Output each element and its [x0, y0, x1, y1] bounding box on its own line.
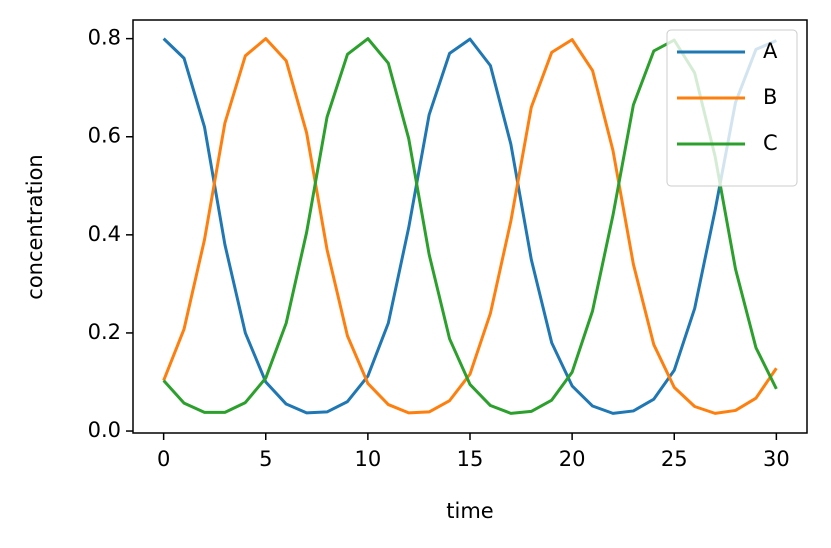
legend-label: C: [763, 131, 778, 155]
y-tick-label: 0.4: [88, 222, 121, 246]
x-axis-label: time: [446, 499, 493, 523]
x-tick-label: 25: [661, 447, 688, 471]
y-tick-label: 0.6: [88, 124, 121, 148]
x-tick-label: 30: [763, 447, 790, 471]
x-tick-label: 5: [259, 447, 272, 471]
y-tick-label: 0.2: [88, 320, 121, 344]
y-tick-label: 0.0: [88, 418, 121, 442]
legend: ABC: [666, 29, 798, 187]
series-line: [162, 37, 778, 415]
x-tick-label: 10: [355, 447, 382, 471]
x-tick-label: 20: [559, 447, 586, 471]
x-tick-label: 0: [157, 447, 170, 471]
y-tick-label: 0.8: [88, 26, 121, 50]
series-line: [162, 37, 777, 415]
axes-frame: [132, 19, 808, 434]
legend-box: [666, 29, 798, 187]
y-axis-label: concentration: [23, 154, 47, 299]
legend-label: A: [763, 39, 778, 63]
legend-label: B: [763, 85, 777, 109]
x-tick-label: 15: [457, 447, 484, 471]
